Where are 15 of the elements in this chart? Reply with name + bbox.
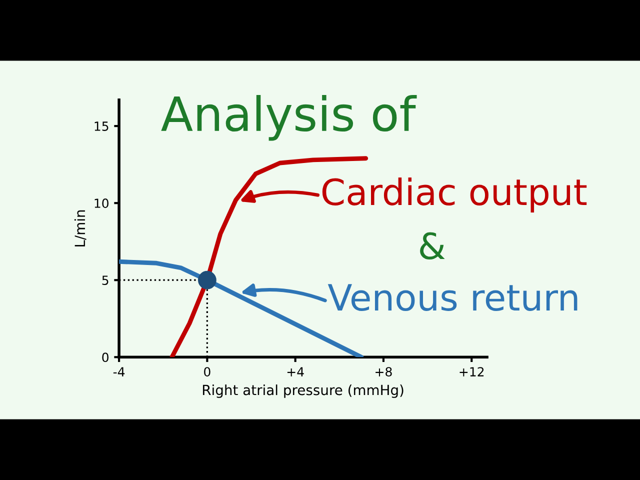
x-tick-label: +8 — [376, 367, 392, 377]
y-tick-label: 10 — [94, 198, 108, 208]
legend-label: Cardiac output — [322, 178, 587, 213]
x-tick-label: 0 — [204, 367, 210, 377]
x-axis-title: Right atrial pressure (mmHg) — [202, 384, 404, 398]
legend-label: Venous return — [328, 284, 578, 311]
x-tick-label: +12 — [460, 367, 484, 376]
y-tick-label: 0 — [102, 352, 108, 362]
annotation: & — [420, 232, 445, 260]
y-tick-label: 5 — [102, 276, 108, 286]
chart-title: Analysis of — [161, 95, 417, 141]
x-tick-label: -4 — [113, 367, 125, 376]
y-axis-title: L/min — [74, 210, 86, 246]
x-tick-label: +4 — [287, 367, 304, 376]
y-tick-label: 15 — [94, 122, 108, 131]
